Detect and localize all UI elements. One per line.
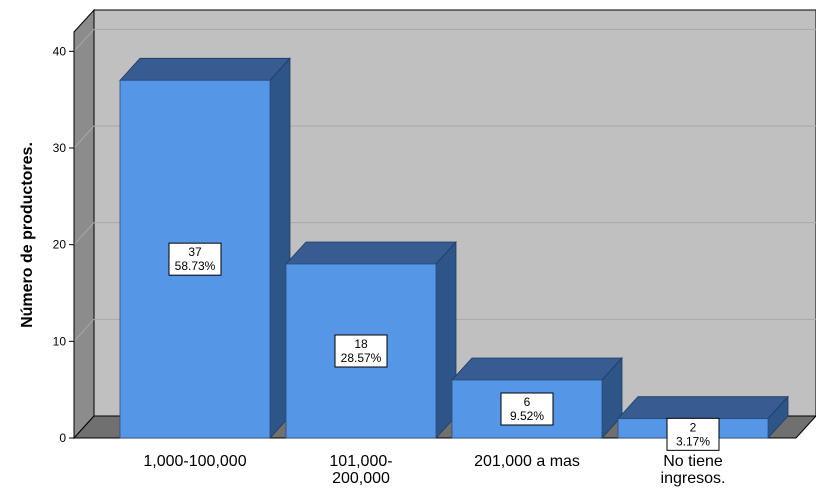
data-label-box [334, 334, 388, 368]
data-label-count: 2 [690, 420, 697, 434]
left-wall [73, 8, 95, 440]
y-axis: 0 10 20 30 40 [53, 32, 75, 445]
bar-top [119, 57, 291, 81]
gridlines [73, 28, 816, 342]
x-category-label: No tiene [663, 453, 723, 470]
gridline [73, 222, 816, 246]
y-tick-label: 10 [53, 334, 67, 348]
x-category-label: 101,000- [329, 453, 392, 470]
data-label-box [500, 392, 554, 426]
gridline [73, 318, 816, 342]
bar-top [617, 396, 789, 420]
data-label-box [168, 242, 222, 276]
x-category-label: 1,000-100,000 [143, 453, 246, 470]
data-label-percent: 3.17% [676, 434, 710, 448]
y-tick-label: 30 [53, 141, 67, 155]
x-category-label: 200,000 [332, 470, 390, 487]
bar-top [451, 357, 623, 381]
y-tick-label: 0 [59, 431, 66, 445]
bar-top [285, 241, 457, 265]
data-label-count: 6 [524, 395, 531, 409]
data-label-count: 18 [354, 337, 368, 351]
data-label-percent: 28.57% [341, 351, 382, 365]
data-label-box [666, 417, 720, 451]
gridline [73, 28, 816, 52]
x-category-label: 201,000 a mas [474, 453, 580, 470]
y-tick-label: 20 [53, 238, 67, 252]
x-category-label: ingresos. [661, 470, 726, 487]
x-axis: 1,000-100,000 101,000-200,000 201,000 a ma… [143, 453, 725, 487]
data-label-count: 37 [188, 245, 202, 259]
y-axis-title: Número de productores. [19, 142, 36, 328]
data-label-percent: 58.73% [175, 259, 216, 273]
gridline [73, 125, 816, 149]
y-tick-label: 40 [53, 44, 67, 58]
data-label-percent: 9.52% [510, 409, 544, 423]
